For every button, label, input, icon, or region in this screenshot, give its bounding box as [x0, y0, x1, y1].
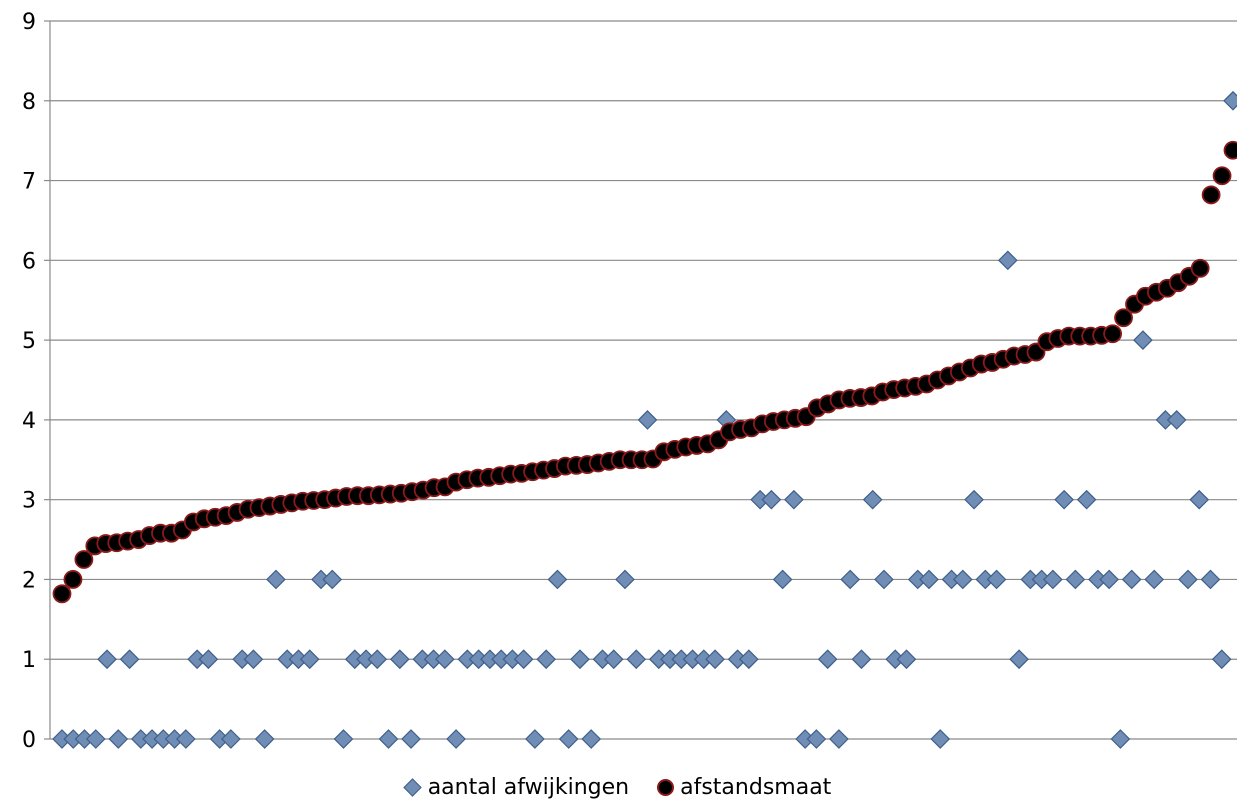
data-point-aantal-afwijkingen [176, 729, 196, 749]
circle-marker-icon [657, 778, 675, 796]
gridlines [50, 20, 1237, 740]
data-point-aantal-afwijkingen [1200, 569, 1221, 590]
data-point-aantal-afwijkingen [738, 649, 759, 670]
data-point-afstandsmaat [1212, 166, 1232, 186]
data-point-aantal-afwijkingen [581, 729, 602, 749]
data-point-aantal-afwijkingen [1178, 569, 1198, 590]
y-axis: 0 1 2 3 4 5 6 7 8 9 [22, 10, 51, 753]
data-point-aantal-afwijkingen [1054, 489, 1074, 510]
data-point-aantal-afwijkingen [254, 729, 275, 749]
data-point-aantal-afwijkingen [389, 649, 410, 670]
diamond-marker-icon [402, 777, 422, 797]
data-point-aantal-afwijkingen [1144, 569, 1165, 590]
data-point-aantal-afwijkingen [919, 569, 939, 590]
data-point-aantal-afwijkingen [952, 569, 973, 590]
y-tick-label: 5 [22, 329, 36, 354]
legend-label-aantal-afwijkingen: aantal afwijkingen [427, 774, 630, 800]
data-point-aantal-afwijkingen [299, 649, 320, 670]
y-tick-label: 4 [22, 409, 36, 434]
data-point-aantal-afwijkingen [1065, 569, 1086, 590]
data-point-aantal-afwijkingen [1099, 569, 1119, 590]
data-point-aantal-afwijkingen [817, 649, 838, 670]
data-point-aantal-afwijkingen [570, 649, 590, 670]
data-point-aantal-afwijkingen [930, 729, 951, 749]
legend-item-afstandsmaat: afstandsmaat [657, 775, 831, 800]
data-point-aantal-afwijkingen [446, 729, 466, 749]
data-point-aantal-afwijkingen [1076, 489, 1097, 510]
data-point-afstandsmaat [1190, 258, 1210, 278]
data-point-aantal-afwijkingen [626, 649, 647, 670]
data-point-afstandsmaat [63, 570, 83, 589]
data-point-aantal-afwijkingen [1189, 489, 1210, 510]
data-point-aantal-afwijkingen [1042, 569, 1063, 590]
data-point-aantal-afwijkingen [1110, 729, 1131, 749]
y-tick-label: 9 [22, 10, 36, 35]
series-aantal-afwijkingen [52, 90, 1237, 749]
data-point-aantal-afwijkingen [367, 649, 388, 670]
y-tick-label: 6 [22, 249, 36, 274]
series-afstandsmaat [52, 140, 1237, 604]
data-point-aantal-afwijkingen [986, 569, 1007, 590]
data-point-aantal-afwijkingen [772, 569, 793, 590]
data-point-afstandsmaat [52, 584, 72, 604]
data-point-aantal-afwijkingen [784, 489, 804, 510]
legend-item-aantal-afwijkingen: aantal afwijkingen [402, 774, 630, 800]
data-point-aantal-afwijkingen [198, 649, 219, 670]
legend: aantal afwijkingen afstandsmaat [0, 770, 1237, 804]
data-point-aantal-afwijkingen [806, 729, 827, 749]
data-point-aantal-afwijkingen [108, 729, 129, 749]
data-point-aantal-afwijkingen [862, 489, 883, 510]
data-point-aantal-afwijkingen [964, 489, 984, 510]
data-point-aantal-afwijkingen [851, 649, 872, 670]
data-point-aantal-afwijkingen [513, 649, 534, 670]
data-point-aantal-afwijkingen [1223, 90, 1237, 111]
data-point-aantal-afwijkingen [322, 569, 343, 590]
data-point-aantal-afwijkingen [434, 649, 455, 670]
data-point-aantal-afwijkingen [401, 729, 421, 749]
data-point-aantal-afwijkingen [97, 649, 117, 670]
data-point-aantal-afwijkingen [243, 649, 264, 670]
data-point-afstandsmaat [1114, 308, 1133, 328]
data-point-aantal-afwijkingen [119, 649, 140, 670]
data-point-aantal-afwijkingen [705, 649, 725, 670]
data-point-afstandsmaat [1103, 324, 1123, 344]
legend-label-afstandsmaat: afstandsmaat [680, 774, 832, 800]
data-point-aantal-afwijkingen [1166, 410, 1187, 430]
y-tick-label: 0 [22, 728, 36, 753]
data-point-aantal-afwijkingen [615, 569, 635, 590]
data-point-aantal-afwijkingen [547, 569, 568, 590]
y-tick-label: 8 [22, 90, 36, 115]
y-tick-label: 7 [22, 170, 36, 195]
data-point-aantal-afwijkingen [378, 729, 399, 749]
data-point-aantal-afwijkingen [761, 489, 782, 510]
data-point-aantal-afwijkingen [525, 729, 545, 749]
data-point-aantal-afwijkingen [333, 729, 354, 749]
data-point-afstandsmaat [74, 550, 94, 569]
scatter-chart: 0 1 2 3 4 5 6 7 8 9 [22, 10, 1237, 753]
data-point-aantal-afwijkingen [536, 649, 557, 670]
y-tick-label: 2 [22, 568, 36, 593]
data-point-aantal-afwijkingen [874, 569, 894, 590]
data-point-aantal-afwijkingen [1211, 649, 1232, 670]
data-point-aantal-afwijkingen [997, 250, 1018, 271]
data-point-aantal-afwijkingen [1133, 330, 1153, 350]
data-point-aantal-afwijkingen [603, 649, 624, 670]
data-point-aantal-afwijkingen [85, 729, 106, 749]
data-point-afstandsmaat [1201, 185, 1221, 205]
data-point-aantal-afwijkingen [829, 729, 849, 749]
data-point-aantal-afwijkingen [896, 649, 917, 670]
data-point-aantal-afwijkingen [558, 729, 579, 749]
data-point-aantal-afwijkingen [266, 569, 286, 590]
data-point-aantal-afwijkingen [1009, 649, 1029, 670]
data-point-aantal-afwijkingen [1121, 569, 1142, 590]
data-point-aantal-afwijkingen [221, 729, 241, 749]
y-tick-label: 3 [22, 489, 36, 514]
data-point-afstandsmaat [1223, 140, 1237, 160]
data-point-aantal-afwijkingen [637, 410, 658, 430]
data-point-aantal-afwijkingen [840, 569, 861, 590]
y-tick-label: 1 [22, 648, 36, 673]
